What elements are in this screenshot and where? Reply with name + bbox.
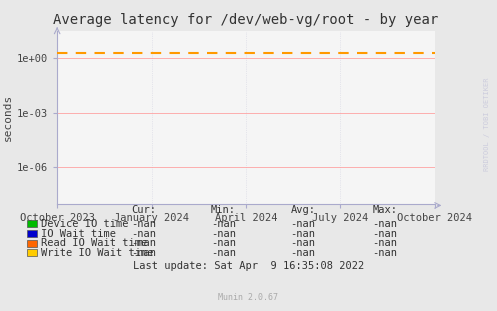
- Text: -nan: -nan: [211, 219, 236, 229]
- Text: Avg:: Avg:: [291, 205, 316, 215]
- Text: -nan: -nan: [211, 229, 236, 239]
- Text: Munin 2.0.67: Munin 2.0.67: [219, 294, 278, 302]
- Text: IO Wait time: IO Wait time: [41, 229, 116, 239]
- Text: Cur:: Cur:: [132, 205, 157, 215]
- Text: Read IO Wait time: Read IO Wait time: [41, 238, 147, 248]
- Text: Min:: Min:: [211, 205, 236, 215]
- Text: -nan: -nan: [211, 248, 236, 258]
- Text: Write IO Wait time: Write IO Wait time: [41, 248, 153, 258]
- Text: -nan: -nan: [373, 219, 398, 229]
- Text: -nan: -nan: [132, 238, 157, 248]
- Text: -nan: -nan: [291, 219, 316, 229]
- Text: RRDTOOL / TOBI OETIKER: RRDTOOL / TOBI OETIKER: [484, 78, 490, 171]
- Text: -nan: -nan: [132, 248, 157, 258]
- Y-axis label: seconds: seconds: [2, 94, 13, 141]
- Text: -nan: -nan: [291, 238, 316, 248]
- Text: -nan: -nan: [132, 219, 157, 229]
- Text: Max:: Max:: [373, 205, 398, 215]
- Text: -nan: -nan: [211, 238, 236, 248]
- Text: -nan: -nan: [373, 229, 398, 239]
- Text: -nan: -nan: [373, 248, 398, 258]
- Text: -nan: -nan: [373, 238, 398, 248]
- Text: -nan: -nan: [291, 248, 316, 258]
- Title: Average latency for /dev/web-vg/root - by year: Average latency for /dev/web-vg/root - b…: [53, 13, 439, 27]
- Text: Last update: Sat Apr  9 16:35:08 2022: Last update: Sat Apr 9 16:35:08 2022: [133, 261, 364, 271]
- Text: Device IO time: Device IO time: [41, 219, 128, 229]
- Text: -nan: -nan: [132, 229, 157, 239]
- Text: -nan: -nan: [291, 229, 316, 239]
